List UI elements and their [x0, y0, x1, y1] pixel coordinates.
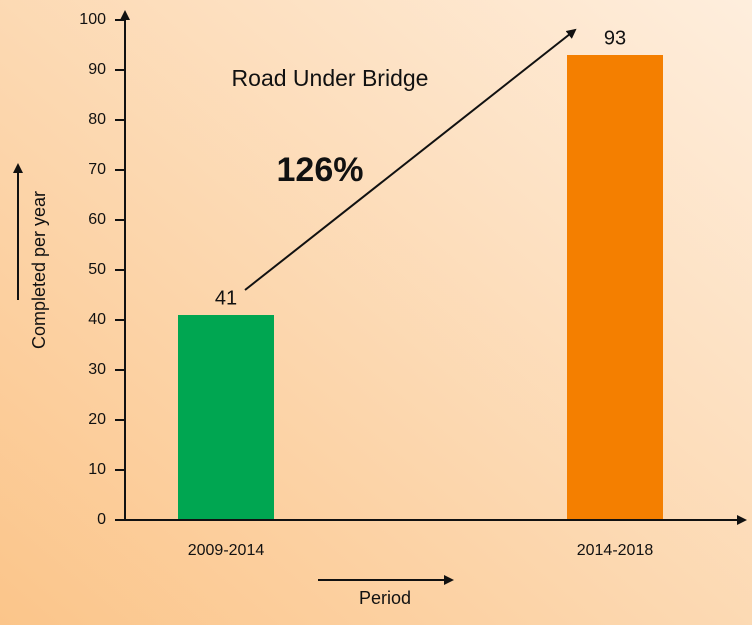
bar	[567, 55, 663, 520]
x-tick-label: 2009-2014	[188, 542, 265, 559]
value-label: 41	[215, 287, 237, 309]
y-tick-label: 50	[88, 261, 106, 278]
y-axis-label: Completed per year	[29, 191, 49, 349]
y-tick-label: 30	[88, 361, 106, 378]
y-tick-label: 10	[88, 461, 106, 478]
y-tick-label: 40	[88, 311, 106, 328]
annotation: 126%	[277, 151, 364, 189]
y-tick-label: 60	[88, 211, 106, 228]
y-tick-label: 100	[79, 11, 106, 28]
y-tick-label: 90	[88, 61, 106, 78]
growth-arrow	[244, 28, 577, 291]
y-tick-label: 0	[97, 511, 106, 528]
y-tick-label: 70	[88, 161, 106, 178]
plot: 0 10 20 30 40 50 60 70 80 90 100 2009-2014 41 2014-20…	[79, 11, 663, 559]
x-tick-label: 2014-2018	[577, 542, 654, 559]
value-label: 93	[604, 27, 626, 49]
x-axis-label: Period	[359, 588, 411, 608]
y-tick-label: 80	[88, 111, 106, 128]
y-tick-label: 20	[88, 411, 106, 428]
bar	[178, 315, 274, 520]
chart-title: Road Under Bridge	[232, 65, 429, 91]
